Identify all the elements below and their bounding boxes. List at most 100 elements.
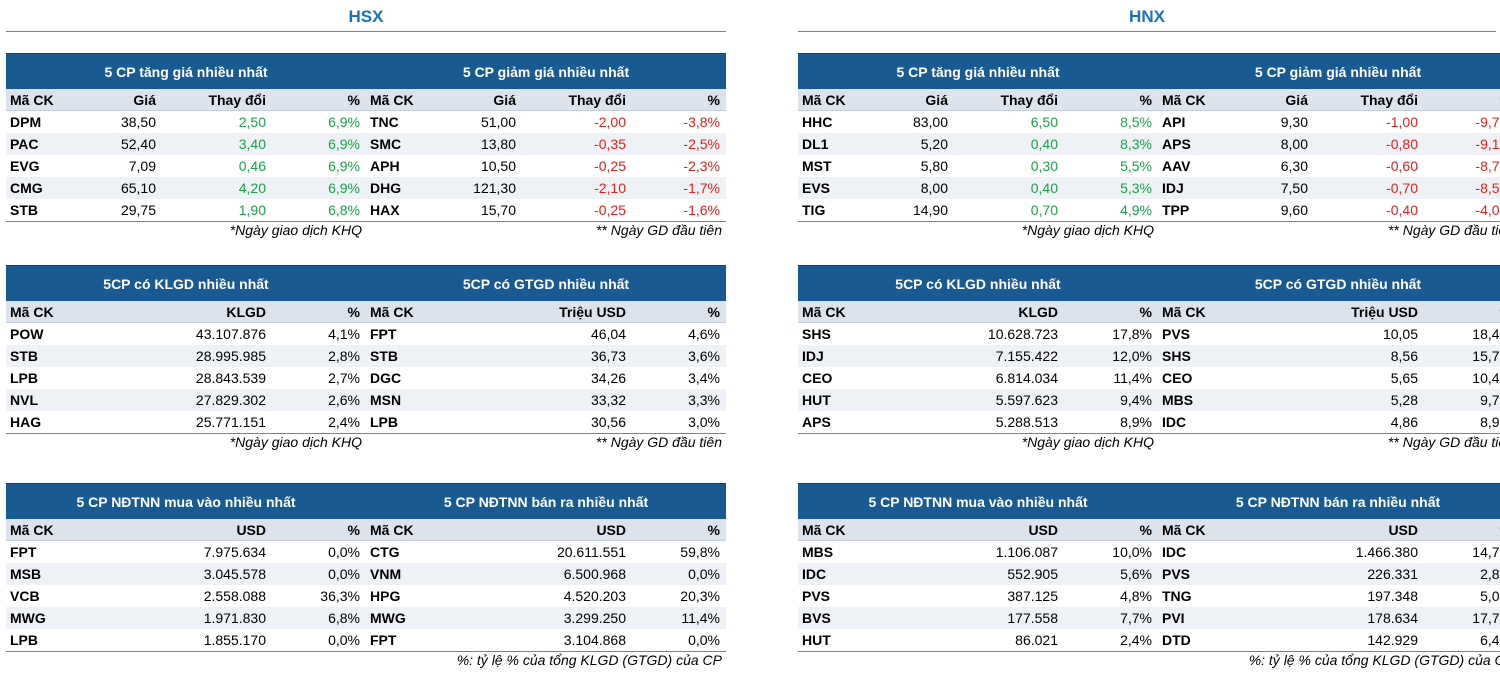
value-cell: 52,40 <box>120 136 156 152</box>
table-row: FPT 3.104.868 0,0% <box>366 629 726 651</box>
value-cell: 6.500.968 <box>563 566 626 582</box>
value-cell: 4,8% <box>1120 588 1152 604</box>
divider <box>6 651 726 652</box>
ticker-cell: APH <box>370 158 400 174</box>
footnote: *Ngày giao dịch KHQ <box>229 434 362 450</box>
ticker-cell: IDJ <box>1162 180 1184 196</box>
column-header: Mã CK <box>10 304 54 320</box>
table-row: MSB 3.045.578 0,0% <box>6 563 366 585</box>
value-cell: -8,7% <box>1475 158 1500 174</box>
column-header: Mã CK <box>10 92 54 108</box>
ticker-cell: MWG <box>10 610 46 626</box>
table-row: PAC 52,40 3,40 6,9% <box>6 133 366 155</box>
table-row: DHG 121,30 -2,10 -1,7% <box>366 177 726 199</box>
value-cell: 2,8% <box>1480 566 1500 582</box>
value-cell: 10,50 <box>480 158 516 174</box>
ticker-cell: IDJ <box>802 348 824 364</box>
ticker-cell: DL1 <box>802 136 829 152</box>
table-row: TIG 14,90 0,70 4,9% <box>798 199 1158 221</box>
ticker-cell: CEO <box>1162 370 1193 386</box>
table-row: APS 5.288.513 8,9% <box>798 411 1158 433</box>
value-cell: -9,7% <box>1475 114 1500 130</box>
value-cell: 142.929 <box>1367 632 1418 648</box>
column-header: Triệu USD <box>559 304 626 320</box>
column-header-row: Mã CK KLGD% <box>6 301 366 323</box>
column-header-row: Mã CK USD% <box>798 519 1158 541</box>
ticker-cell: CTG <box>370 544 400 560</box>
value-cell: 29,75 <box>120 202 156 218</box>
column-header: Mã CK <box>1162 92 1206 108</box>
value-cell: -0,35 <box>594 136 626 152</box>
footnote: ** Ngày GD đầu tiên <box>1387 434 1500 450</box>
value-cell: 8,00 <box>920 180 948 196</box>
column-header: Giá <box>925 92 948 108</box>
table-row: CMG 65,10 4,20 6,9% <box>6 177 366 199</box>
ticker-cell: BVS <box>802 610 831 626</box>
foreign-sell-header-band: 5 CP NĐTNN bán ra nhiều nhất <box>1158 483 1500 519</box>
table-row: FPT 46,04 4,6% <box>366 323 726 345</box>
table-row: VCB 2.558.088 36,3% <box>6 585 366 607</box>
value-cell: 12,0% <box>1112 348 1152 364</box>
value-cell: 0,0% <box>328 544 360 560</box>
value-cell: 28.843.539 <box>195 370 266 386</box>
value-cell: 177.558 <box>1007 610 1058 626</box>
value-cell: 6.814.034 <box>995 370 1058 386</box>
column-header: Mã CK <box>1162 304 1206 320</box>
column-header: Mã CK <box>802 92 846 108</box>
ticker-cell: FPT <box>370 632 397 648</box>
value-cell: 6,9% <box>328 136 360 152</box>
table-row: CTG 20.611.551 59,8% <box>366 541 726 563</box>
ticker-cell: DGC <box>370 370 402 386</box>
value-cell: 5,6% <box>1120 566 1152 582</box>
value-cell: -1,00 <box>1386 114 1418 130</box>
column-header: USD <box>596 522 626 538</box>
value-cell: 4.520.203 <box>563 588 626 604</box>
value-cell: 9,60 <box>1280 202 1308 218</box>
table-row: HUT 5.597.623 9,4% <box>798 389 1158 411</box>
ticker-cell: HPG <box>370 588 401 604</box>
column-header: Mã CK <box>370 92 414 108</box>
ticker-cell: PVS <box>1162 326 1191 342</box>
table-row: IDJ 7,50 -0,70 -8,5% <box>1158 177 1500 199</box>
value-cell: 6,9% <box>328 158 360 174</box>
foreign-sell-header-band: 5 CP NĐTNN bán ra nhiều nhất <box>366 483 726 519</box>
table-row: DL1 5,20 0,40 8,3% <box>798 133 1158 155</box>
ticker-cell: TNC <box>370 114 399 130</box>
value-cell: 20,3% <box>680 588 720 604</box>
ticker-cell: IDC <box>802 566 827 582</box>
value-header-band: 5CP có GTGD nhiều nhất <box>1158 265 1500 301</box>
footnote: ** Ngày GD đầu tiên <box>1387 222 1500 238</box>
column-header: Mã CK <box>802 304 846 320</box>
column-header: % <box>707 522 720 538</box>
divider <box>6 433 726 434</box>
ticker-cell: VNM <box>370 566 402 582</box>
value-cell: -4,0% <box>1475 202 1500 218</box>
value-cell: 15,70 <box>480 202 516 218</box>
column-header: Thay đổi <box>208 92 266 108</box>
footnote: ** Ngày GD đầu tiên <box>595 222 722 238</box>
value-cell: 10,4% <box>1472 370 1500 386</box>
value-cell: 5,28 <box>1390 392 1418 408</box>
value-cell: 3,4% <box>688 370 720 386</box>
value-cell: 9,4% <box>1120 392 1152 408</box>
value-cell: 0,0% <box>688 566 720 582</box>
value-cell: -2,3% <box>683 158 720 174</box>
value-cell: 5,20 <box>920 136 948 152</box>
table-row: AAV 6,30 -0,60 -8,7% <box>1158 155 1500 177</box>
column-header: Mã CK <box>10 522 54 538</box>
ticker-cell: MST <box>802 158 832 174</box>
value-cell: 2,4% <box>1120 632 1152 648</box>
value-cell: -0,25 <box>594 158 626 174</box>
ticker-cell: HUT <box>802 632 831 648</box>
ticker-cell: FPT <box>370 326 397 342</box>
table-row: PVS 226.331 2,8% <box>1158 563 1500 585</box>
column-header: Thay đổi <box>568 92 626 108</box>
value-cell: 18,4% <box>1472 326 1500 342</box>
value-cell: 0,0% <box>328 566 360 582</box>
table-row: STB 29,75 1,90 6,8% <box>6 199 366 221</box>
value-header-band: 5CP có GTGD nhiều nhất <box>366 265 726 301</box>
table-row: FPT 7.975.634 0,0% <box>6 541 366 563</box>
ticker-cell: MWG <box>370 610 406 626</box>
table-row: STB 28.995.985 2,8% <box>6 345 366 367</box>
value-cell: 2,8% <box>328 348 360 364</box>
